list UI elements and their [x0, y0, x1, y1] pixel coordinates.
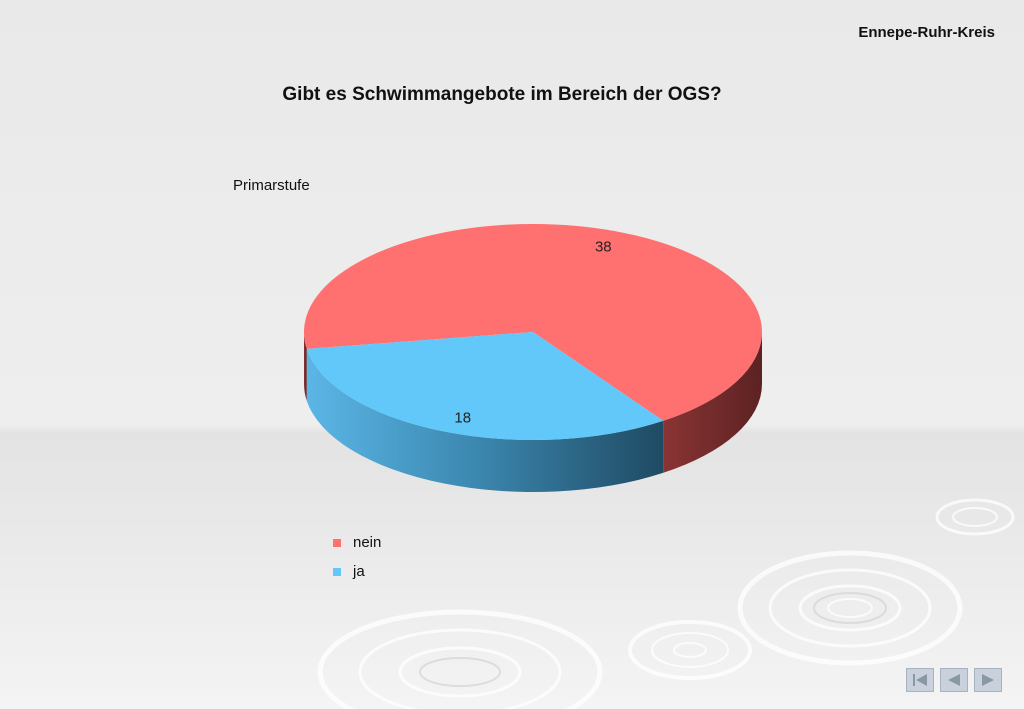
slide-navigation [906, 668, 1002, 692]
chart-legend: nein ja [333, 528, 381, 586]
pie-side-nein-1 [663, 332, 762, 473]
legend-item-nein: nein [333, 528, 381, 557]
organization-name: Ennepe-Ruhr-Kreis [858, 24, 995, 41]
pie-slice-nein [304, 224, 762, 421]
first-slide-button[interactable] [906, 668, 934, 692]
legend-swatch-ja [333, 567, 341, 576]
data-label-nein: 38 [595, 239, 612, 256]
chart-title: Gibt es Schwimmangebote im Bereich der O… [282, 84, 722, 105]
pie-slice-ja [306, 332, 664, 440]
data-label-ja: 18 [454, 409, 471, 426]
legend-item-ja: ja [333, 557, 381, 586]
pie-side-nein-0 [304, 332, 307, 401]
next-slide-button[interactable] [974, 668, 1002, 692]
chart-subtitle: Primarstufe [233, 177, 310, 194]
previous-slide-icon [948, 674, 960, 686]
first-slide-icon [913, 674, 927, 686]
pie-side-ja-0 [306, 348, 664, 492]
legend-label-ja: ja [353, 563, 365, 580]
next-slide-icon [982, 674, 994, 686]
legend-swatch-nein [333, 538, 341, 547]
previous-slide-button[interactable] [940, 668, 968, 692]
legend-label-nein: nein [353, 534, 382, 551]
